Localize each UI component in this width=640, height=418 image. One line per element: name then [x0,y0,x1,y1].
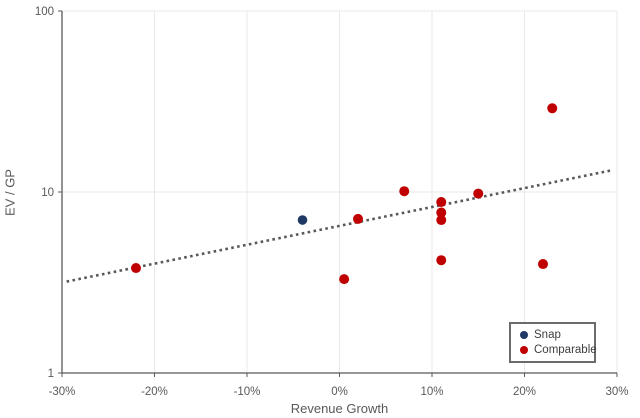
data-point-comparable [547,103,558,114]
data-point-snap [297,215,308,225]
trendline [66,168,613,283]
x-axis-title: Revenue Growth [290,401,389,416]
data-point-comparable [473,188,484,199]
data-point-comparable [436,207,447,218]
x-tick-label: 20% [513,386,536,398]
data-point-comparable [436,215,447,226]
legend-label-snap: Snap [534,329,561,341]
x-tick-label: 0% [331,386,348,398]
x-tick-label: 30% [605,386,628,398]
x-tick-label: 10% [420,386,443,398]
y-tick-label: 100 [35,6,54,18]
snap-marker-swatch [520,331,528,339]
legend: Snap Comparable [509,322,597,363]
x-tick-label: -30% [49,386,76,398]
data-point-comparable [131,263,141,274]
data-point-comparable [436,255,447,266]
legend-item-snap: Snap [520,329,594,341]
y-tick-label: 10 [41,187,54,199]
data-point-comparable [538,259,548,270]
data-point-comparable [399,186,410,197]
y-tick-label: 1 [48,368,54,380]
data-point-comparable [353,213,363,224]
legend-label-comparable: Comparable [534,344,597,356]
legend-item-comparable: Comparable [520,344,597,356]
data-point-comparable [339,274,350,285]
x-tick-label: -10% [234,386,261,398]
data-point-comparable [436,197,447,208]
x-tick-label: -20% [141,386,168,398]
y-axis-title: EV / GP [2,169,18,216]
comparable-marker-swatch [520,346,528,354]
